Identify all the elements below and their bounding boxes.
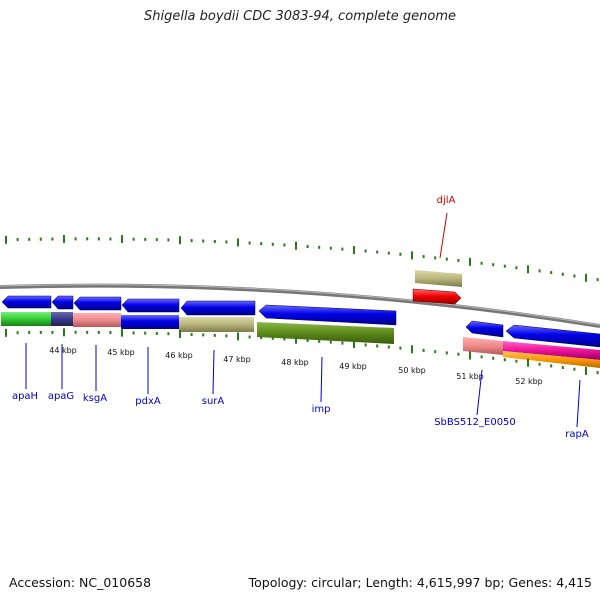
topology-text: Topology: circular; Length: 4,615,997 bp… xyxy=(248,575,592,590)
cog-bar-djlA xyxy=(415,270,462,287)
kbp-label: 48 kbp xyxy=(281,358,309,367)
gene-label-pdxA[interactable]: pdxA xyxy=(135,396,161,407)
strand-forward-row1 xyxy=(1,295,600,348)
cog-bar-imp xyxy=(257,322,394,344)
cog-bar-pdxA xyxy=(121,315,179,329)
genome-backbone-highlight xyxy=(0,284,600,326)
gene-label-imp[interactable]: imp xyxy=(312,404,331,415)
kbp-label: 45 kbp xyxy=(107,348,135,357)
gene-label-SbBS512_E0050[interactable]: SbBS512_E0050 xyxy=(434,417,516,428)
leader-line-SbBS512_E0050 xyxy=(476,369,483,416)
gene-feature-djlA[interactable] xyxy=(412,288,462,305)
cog-bar-surA xyxy=(179,317,254,332)
gene-label-djlA[interactable]: djlA xyxy=(437,195,456,206)
cog-bar-SbBS512_E0050 xyxy=(463,337,503,355)
cog-bar-apaH xyxy=(1,312,51,326)
cog-bar-ksgA xyxy=(73,313,121,327)
gene-label-ksgA[interactable]: ksgA xyxy=(83,393,107,404)
strand-row2 xyxy=(1,312,600,368)
accession-text: Accession: NC_010658 xyxy=(9,575,152,590)
kbp-ruler-labels: 44 kbp 45 kbp 46 kbp 47 kbp 48 kbp 49 kbp 50 k… xyxy=(49,346,543,386)
kbp-label: 49 kbp xyxy=(339,362,367,371)
leader-line-imp xyxy=(320,356,323,403)
kbp-label: 50 kbp xyxy=(398,366,426,375)
gene-group-djlA xyxy=(412,270,462,305)
gene-feature-apaG[interactable] xyxy=(51,295,74,310)
map-title: Shigella boydii CDC 3083-94, complete ge… xyxy=(143,9,457,24)
inner-tick-ring xyxy=(5,328,599,375)
leader-line-djlA xyxy=(439,212,448,259)
cog-bar-apaG xyxy=(51,312,73,326)
gene-labels: apaH apaG ksgA pdxA surA imp djlA SbBS512_E0050… xyxy=(12,195,589,440)
gene-feature-SbBS512_E0050[interactable] xyxy=(465,320,504,338)
gene-feature-pdxA[interactable] xyxy=(121,298,180,313)
cog-bar-rapA-orange xyxy=(503,351,600,368)
kbp-label: 46 kbp xyxy=(165,351,193,360)
gene-feature-apaH[interactable] xyxy=(1,295,52,309)
gene-feature-ksgA[interactable] xyxy=(73,296,122,311)
gene-feature-surA[interactable] xyxy=(180,300,256,316)
kbp-label: 44 kbp xyxy=(49,346,77,355)
genome-backbone xyxy=(0,283,600,328)
gene-feature-imp[interactable] xyxy=(258,304,397,326)
gene-label-surA[interactable]: surA xyxy=(202,396,225,407)
gene-label-rapA[interactable]: rapA xyxy=(565,429,589,440)
gene-label-apaG[interactable]: apaG xyxy=(48,391,74,402)
cog-bar-rapA xyxy=(503,341,600,360)
leader-line-surA xyxy=(212,349,215,395)
gene-feature-rapA[interactable] xyxy=(505,324,600,348)
kbp-label: 51 kbp xyxy=(456,372,484,381)
outer-tick-ring xyxy=(5,234,599,282)
leader-line-rapA xyxy=(576,379,581,428)
kbp-label: 47 kbp xyxy=(223,355,251,364)
gene-label-apaH[interactable]: apaH xyxy=(12,391,38,402)
kbp-label: 52 kbp xyxy=(515,377,543,386)
